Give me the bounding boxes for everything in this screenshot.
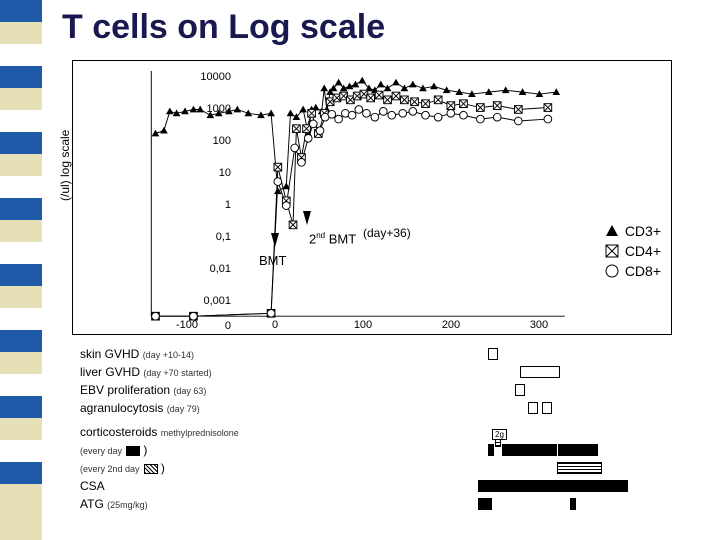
timeline-panel: skin GVHD (day +10-14)liver GVHD (day +7… [80,345,660,520]
arrow-bmt2 [303,211,311,225]
chart-frame: (/ul) log scale 1000010001001010,10,010,… [72,60,672,335]
arrow-bmt [271,233,279,247]
y-axis-label: (/ul) log scale [58,130,72,201]
annot-bmt2: 2nd BMT [309,231,356,246]
annot-day36: (day+36) [363,226,411,240]
annot-bmt: BMT [259,253,286,268]
legend: CD3+CD4+CD8+ [605,221,661,281]
page-title: T cells on Log scale [62,8,385,47]
decorative-left-stripe [0,0,42,540]
